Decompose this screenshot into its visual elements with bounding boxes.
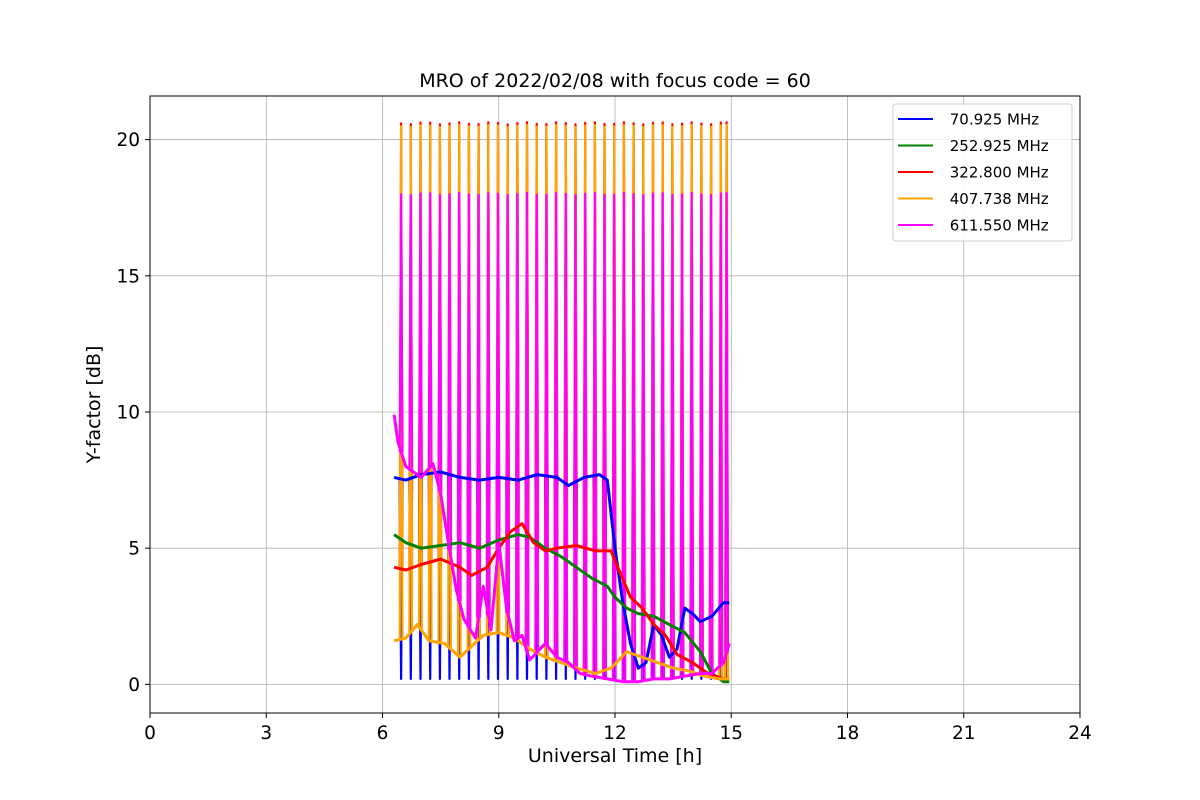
pulse-mark-611-550-mhz: [592, 192, 598, 677]
x-tick-label: 24: [1068, 723, 1092, 744]
x-tick-label: 0: [144, 723, 156, 744]
x-axis-label: Universal Time [h]: [528, 745, 702, 767]
pulse-mark-611-550-mhz: [718, 192, 724, 666]
pulse-mark-611-550-mhz: [427, 192, 433, 467]
x-tick-label: 9: [493, 723, 505, 744]
series-line-407-738-mhz: [393, 623, 730, 681]
y-tick-label: 0: [128, 675, 140, 696]
pulse-mark-611-550-mhz: [408, 194, 414, 471]
legend-box: [892, 103, 1073, 242]
pulse-mark-611-550-mhz: [640, 194, 646, 681]
y-tick-label: 10: [116, 402, 140, 423]
legend-label-611-550-mhz: 611.550 MHz: [945, 217, 1049, 235]
pulse-mark-611-550-mhz: [611, 193, 617, 681]
x-tick-label: 18: [836, 723, 860, 744]
legend-label-252-925-mhz: 252.925 MHz: [945, 137, 1049, 155]
series-line-322-800-mhz: [393, 522, 730, 681]
x-tick-label: 21: [952, 723, 976, 744]
legend-label-322-800-mhz: 322.800 MHz: [945, 164, 1049, 182]
pulse-mark-611-550-mhz: [669, 193, 675, 679]
pulse-mark-611-550-mhz: [418, 192, 423, 477]
pulse-mark-611-550-mhz: [398, 193, 404, 452]
pulse-mark-611-550-mhz: [660, 192, 666, 679]
pulse-mark-611-550-mhz: [505, 194, 511, 614]
pulse-mark-611-550-mhz: [456, 191, 462, 602]
ticks: 0 3 6 9 12 15 18 21 24 0 5 10 15 20: [116, 130, 1091, 744]
legend: 70.925 MHz 252.925 MHz 322.800 MHz 407.7…: [892, 103, 1073, 242]
pulse-mark-611-550-mhz: [514, 192, 520, 639]
pulse-mark-611-550-mhz: [631, 193, 637, 682]
legend-label-70-925-mhz: 70.925 MHz: [945, 111, 1039, 129]
pulse-mark-611-550-mhz: [724, 191, 730, 653]
series-layer: [392, 414, 731, 684]
pulse-mark-611-550-mhz: [650, 192, 656, 680]
legend-label-407-738-mhz: 407.738 MHz: [945, 190, 1049, 208]
pulse-mark-611-550-mhz: [699, 193, 704, 674]
pulse-mark-611-550-mhz: [563, 192, 569, 662]
pulse-mark-611-550-mhz: [582, 192, 588, 675]
pulse-mark-611-550-mhz: [466, 193, 472, 628]
x-tick-label: 12: [603, 723, 627, 744]
chart-title: MRO of 2022/02/08 with focus code = 60: [419, 70, 811, 92]
x-tick-label: 15: [719, 723, 743, 744]
pulse-mark-611-550-mhz: [447, 193, 452, 550]
y-tick-label: 5: [128, 539, 140, 560]
series-line-252-925-mhz: [393, 533, 730, 684]
pulse-mark-611-550-mhz: [476, 193, 482, 618]
series-line-611-550-mhz: [392, 414, 731, 684]
x-tick-label: 6: [377, 723, 389, 744]
pulse-mark-611-550-mhz: [495, 192, 501, 552]
pulse-mark-611-550-mhz: [524, 191, 530, 652]
pulse-mark-611-550-mhz: [679, 193, 685, 677]
series-line-70-925-mhz: [393, 470, 730, 670]
pulse-mark-611-550-mhz: [708, 193, 714, 674]
pulse-mark-611-550-mhz: [573, 194, 578, 670]
pulse-mark-611-550-mhz: [544, 193, 549, 645]
pulse-mark-611-550-mhz: [602, 193, 607, 679]
pulse-mark-611-550-mhz: [485, 192, 491, 615]
y-tick-label: 15: [116, 266, 140, 287]
y-axis-label: Y-factor [dB]: [83, 346, 105, 465]
y-tick-label: 20: [116, 130, 140, 151]
pulse-mark-407-738-mhz: [398, 125, 404, 640]
pulse-mark-611-550-mhz: [553, 192, 559, 657]
x-tick-label: 3: [260, 723, 272, 744]
pulse-layer: [398, 121, 730, 682]
pulse-mark-611-550-mhz: [437, 194, 443, 491]
pulse-mark-611-550-mhz: [621, 191, 627, 682]
pulse-mark-611-550-mhz: [689, 191, 695, 676]
pulse-mark-611-550-mhz: [534, 193, 540, 653]
